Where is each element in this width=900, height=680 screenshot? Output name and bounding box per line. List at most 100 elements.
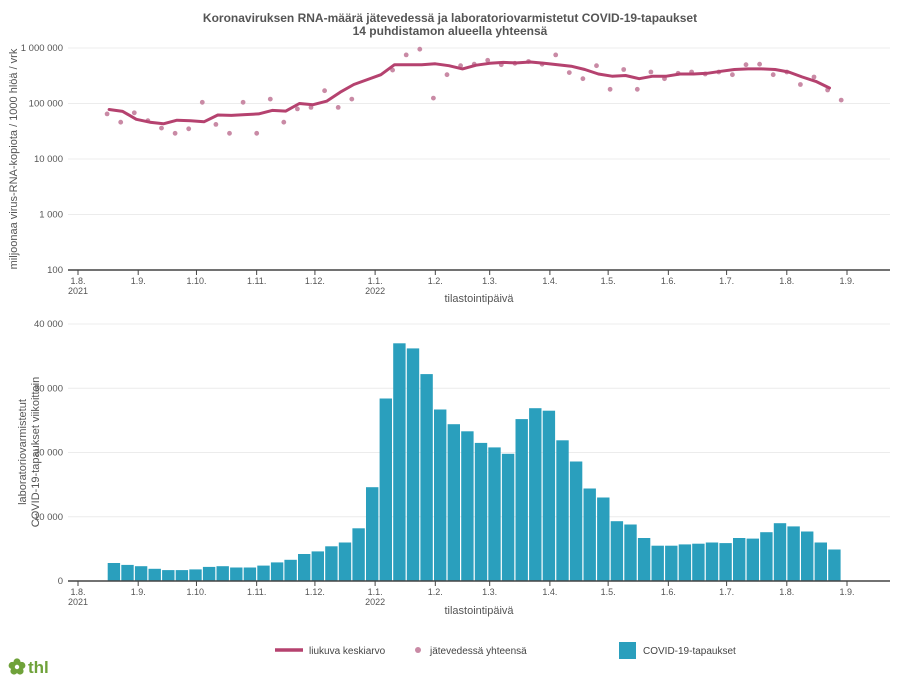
cases-bar [488,447,501,581]
top-y-tick-label: 100 000 [29,99,63,110]
chart-title-line1: Koronaviruksen RNA-määrä jätevedessä ja … [202,11,698,25]
wastewater-point [240,99,246,105]
cases-bar [189,569,202,581]
wastewater-point [770,72,776,78]
wastewater-point [254,130,260,136]
cases-bar [202,566,216,581]
cases-bar [257,565,270,581]
cases-bar [597,497,610,581]
cases-bar [121,564,134,581]
bottom-y-axis-label-line1: laboratoriovarmistetut [17,399,29,505]
cases-bar [284,559,297,581]
bottom-x-tick-label: 1.7. [719,587,734,597]
cases-bar [379,398,392,581]
top-y-axis-label: miljoonaa virus-RNA-kopiota / 1000 hlöä … [8,48,20,269]
top-x-tick-label: 1.10. [186,276,206,286]
wastewater-point [417,46,423,52]
cases-bar [352,528,365,581]
wastewater-point [798,82,803,87]
cases-bar [148,568,161,581]
cases-bar [298,554,311,581]
bottom-x-tick-label: 1.4. [542,587,557,597]
wastewater-point [308,105,314,110]
cases-bar [107,563,121,581]
wastewater-point [104,111,110,117]
bottom-x-tick-year: 2022 [365,597,385,607]
cases-bar [393,343,406,581]
top-y-tick-label: 10 000 [34,154,63,165]
wastewater-point [227,130,232,136]
cases-bar [243,567,257,581]
bottom-x-tick-label: 1.9. [131,587,146,597]
wastewater-point [295,106,300,112]
wastewater-point [607,86,613,92]
cases-bar [515,419,528,581]
top-x-tick-label: 1.8. [70,276,85,286]
flower-icon [8,658,26,675]
wastewater-point [634,86,640,92]
logo-text: thl [28,658,49,677]
wastewater-point [349,96,355,102]
thl-logo: thl [8,658,49,677]
chart-title-line2: 14 puhdistamon alueella yhteensä [352,24,548,38]
top-x-tick-label: 1.2. [428,276,443,286]
top-x-tick-label: 1.4. [542,276,557,286]
top-x-tick-label: 1.5. [601,276,616,286]
cases-bar [569,461,583,581]
legend: liukuva keskiarvo jätevedessä yhteensä C… [275,642,736,659]
cases-bar [583,488,596,581]
cases-bar [216,566,229,581]
bottom-x-tick-label: 1.8. [779,587,794,597]
top-x-tick-label: 1.8. [779,276,794,286]
wastewater-point [743,62,749,68]
cases-bar [624,524,637,581]
cases-bar [501,453,515,581]
wastewater-point [322,88,327,94]
wastewater-point [267,96,273,102]
cases-bar [705,542,719,581]
wastewater-point [621,67,627,72]
cases-bar [175,570,189,581]
cases-bar [420,374,433,581]
bottom-x-tick-label: 1.11. [247,587,266,597]
wastewater-point [159,125,164,131]
legend-dot-swatch [415,647,421,653]
legend-dots-label: jätevedessä yhteensä [429,646,527,657]
cases-bar [787,526,800,581]
wastewater-point [580,76,586,82]
top-y-tick-label: 1 000 000 [21,43,63,54]
cases-bar [801,531,814,581]
bottom-x-tick-label: 1.12. [305,587,325,597]
bottom-x-tick-label: 1.6. [661,587,676,597]
cases-bar [773,523,787,581]
bottom-x-tick-label: 1.3. [482,587,497,597]
legend-line-label: liukuva keskiarvo [309,646,386,657]
cases-bar [760,532,773,581]
wastewater-point [172,130,178,136]
wastewater-point [390,67,395,73]
top-x-tick-label: 1.3. [482,276,497,286]
top-x-tick-label: 1.12. [305,276,325,286]
wastewater-point [444,72,450,78]
cases-bar [311,551,324,581]
cases-bar [447,424,460,581]
cases-bar [529,408,542,581]
wastewater-point [811,74,817,80]
top-y-tick-label: 100 [47,265,63,276]
bottom-y-axis-label: laboratoriovarmistetutCOVID-19-tapaukset… [17,377,42,527]
cases-bar [637,538,651,581]
wastewater-point [186,126,192,132]
cases-bar [746,538,759,581]
bottom-x-tick-label: 1.9. [839,587,854,597]
wastewater-point [757,61,762,67]
bottom-x-tick-label: 1.10. [186,587,206,597]
cases-bar [610,521,624,581]
cases-bar [325,546,338,581]
wastewater-point [485,57,491,63]
top-y-tick-label: 1 000 [39,210,63,221]
cases-bar [406,348,420,581]
top-x-tick-label: 1.6. [661,276,676,286]
bottom-x-tick-label: 1.2. [428,587,443,597]
